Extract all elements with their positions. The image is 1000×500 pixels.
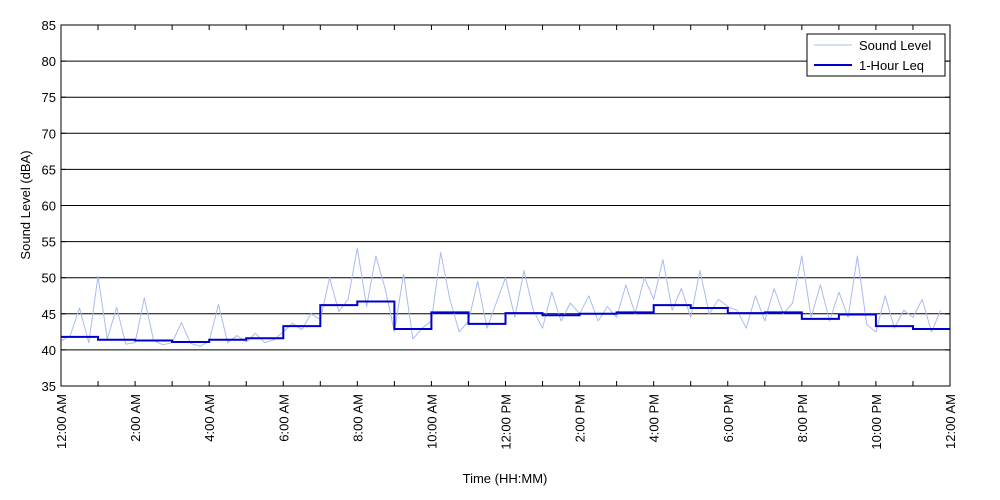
legend: Sound Level 1-Hour Leq	[806, 33, 946, 77]
one-hour-leq-series	[61, 300, 950, 343]
y-tick-label: 80	[42, 54, 56, 69]
x-tick-label: 2:00 AM	[128, 394, 143, 442]
x-tick-label: 6:00 PM	[721, 394, 736, 442]
x-axis-label: Time (HH:MM)	[463, 471, 548, 486]
y-tick-label: 75	[42, 90, 56, 105]
x-tick-label: 8:00 AM	[350, 394, 365, 442]
y-tick-label: 85	[42, 18, 56, 33]
y-tick-label: 55	[42, 235, 56, 250]
y-tick-label: 60	[42, 199, 56, 214]
x-tick-label: 8:00 PM	[795, 394, 810, 442]
y-tick-label: 70	[42, 126, 56, 141]
x-tick-label: 2:00 PM	[573, 394, 588, 442]
one-hour-leq-line	[61, 300, 950, 343]
y-tick-label: 50	[42, 271, 56, 286]
x-tick-label: 6:00 AM	[276, 394, 291, 442]
y-tick-label: 65	[42, 162, 56, 177]
x-tick-label: 4:00 AM	[202, 394, 217, 442]
legend-label-sound-level: Sound Level	[859, 38, 931, 53]
y-tick-label: 40	[42, 343, 56, 358]
x-tick-label: 12:00 PM	[499, 394, 514, 450]
y-tick-label: 45	[42, 307, 56, 322]
x-tick-label: 10:00 PM	[869, 394, 884, 450]
y-axis-label: Sound Level (dBA)	[18, 150, 33, 259]
y-tick-label: 35	[42, 379, 56, 394]
legend-label-one-hour-leq: 1-Hour Leq	[859, 58, 924, 73]
x-tick-label: 4:00 PM	[647, 394, 662, 442]
legend-box	[806, 33, 946, 77]
x-tick-label: 12:00 AM	[54, 394, 69, 449]
x-axis-ticks: 12:00 AM 2:00 AM 4:00 AM 6:00 AM 8:00 AM 10:0…	[54, 25, 958, 450]
y-axis-ticks: 35 40 45 50 55 60 65 70 75 80 85	[42, 18, 950, 394]
x-tick-label: 10:00 AM	[424, 394, 439, 449]
x-tick-label: 12:00 AM	[943, 394, 958, 449]
